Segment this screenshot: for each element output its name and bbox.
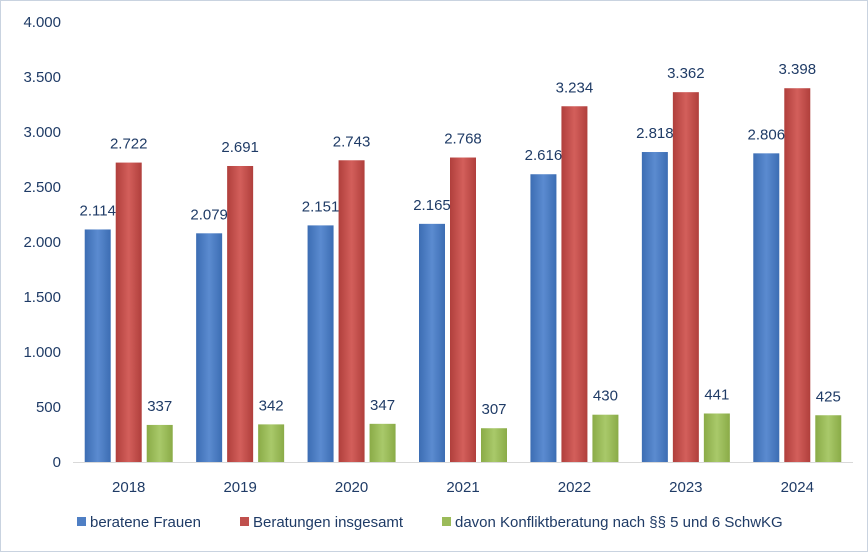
bar-2-2019 xyxy=(227,165,254,463)
bar-1-2022 xyxy=(530,174,557,463)
legend-label-1: beratene Frauen xyxy=(90,514,201,531)
bar-2-2021 xyxy=(450,157,476,462)
bar-3-2022 xyxy=(592,414,619,462)
data-label: 2.691 xyxy=(221,139,259,156)
bar-3-2024 xyxy=(815,415,842,462)
legend: beratene Frauen Beratungen insgesamt davon… xyxy=(77,514,783,531)
x-tick-label: 2021 xyxy=(446,479,479,496)
legend-swatch-2 xyxy=(240,517,249,526)
y-tick-label: 2.000 xyxy=(23,234,61,251)
data-label: 441 xyxy=(704,386,729,403)
bar-1-2023 xyxy=(641,152,668,462)
x-tick-label: 2020 xyxy=(335,479,368,496)
data-label: 2.165 xyxy=(413,197,451,214)
bar-3-2018 xyxy=(146,424,173,462)
bar-2-2022 xyxy=(561,106,588,462)
data-label: 3.362 xyxy=(667,65,705,82)
y-tick-label: 2.500 xyxy=(23,179,61,196)
data-label: 2.768 xyxy=(444,131,482,148)
bar-3-2019 xyxy=(258,424,285,462)
x-axis: 2018 2019 2020 2021 2022 2023 2024 xyxy=(73,462,853,496)
bar-2-2024 xyxy=(784,88,811,462)
data-label: 347 xyxy=(370,397,395,414)
bar-1-2019 xyxy=(196,233,223,462)
bar-2-2018 xyxy=(115,162,142,462)
y-tick-label: 3.000 xyxy=(23,124,61,141)
y-tick-label: 1.000 xyxy=(23,344,61,361)
data-label: 2.151 xyxy=(302,198,340,215)
y-tick-label: 0 xyxy=(53,454,61,471)
x-tick-label: 2018 xyxy=(112,479,145,496)
data-label: 2.079 xyxy=(190,206,228,223)
data-label: 2.722 xyxy=(110,136,148,153)
data-label: 3.398 xyxy=(779,61,817,78)
bars xyxy=(84,88,842,463)
bar-1-2020 xyxy=(307,225,334,462)
data-label: 2.818 xyxy=(636,125,674,142)
bar-2-2020 xyxy=(338,160,365,462)
legend-label-2: Beratungen insgesamt xyxy=(253,514,404,531)
bar-1-2018 xyxy=(84,229,111,462)
bar-3-2023 xyxy=(703,413,730,462)
y-axis: 0 500 1.000 1.500 2.000 2.500 3.000 3.500 4.000 xyxy=(23,14,61,471)
x-tick-label: 2023 xyxy=(669,479,702,496)
data-label: 307 xyxy=(481,401,506,418)
data-label: 2.806 xyxy=(748,126,786,143)
x-tick-label: 2024 xyxy=(781,479,814,496)
data-label: 3.234 xyxy=(556,79,594,96)
legend-label-3: davon Konfliktberatung nach §§ 5 und 6 S… xyxy=(455,514,783,531)
legend-swatch-1 xyxy=(77,517,86,526)
data-label: 342 xyxy=(259,397,284,414)
data-label: 425 xyxy=(816,388,841,405)
data-label: 337 xyxy=(147,398,172,415)
bar-2-2023 xyxy=(672,92,699,463)
data-label: 430 xyxy=(593,388,618,405)
y-tick-label: 1.500 xyxy=(23,289,61,306)
bar-3-2020 xyxy=(369,423,396,462)
x-tick-label: 2019 xyxy=(223,479,256,496)
bar-1-2021 xyxy=(419,223,445,462)
data-label: 2.114 xyxy=(79,202,115,219)
y-tick-label: 3.500 xyxy=(23,69,61,86)
x-tick-label: 2022 xyxy=(558,479,591,496)
data-labels: 2.114 2.722 337 2.079 2.691 342 2.151 2.743 347 2… xyxy=(79,61,840,418)
legend-swatch-3 xyxy=(442,517,451,526)
data-label: 2.616 xyxy=(525,147,563,164)
data-label: 2.743 xyxy=(333,133,371,150)
bar-1-2024 xyxy=(753,153,780,462)
y-tick-label: 4.000 xyxy=(23,14,61,31)
bar-3-2021 xyxy=(481,428,507,462)
y-tick-label: 500 xyxy=(36,399,61,416)
